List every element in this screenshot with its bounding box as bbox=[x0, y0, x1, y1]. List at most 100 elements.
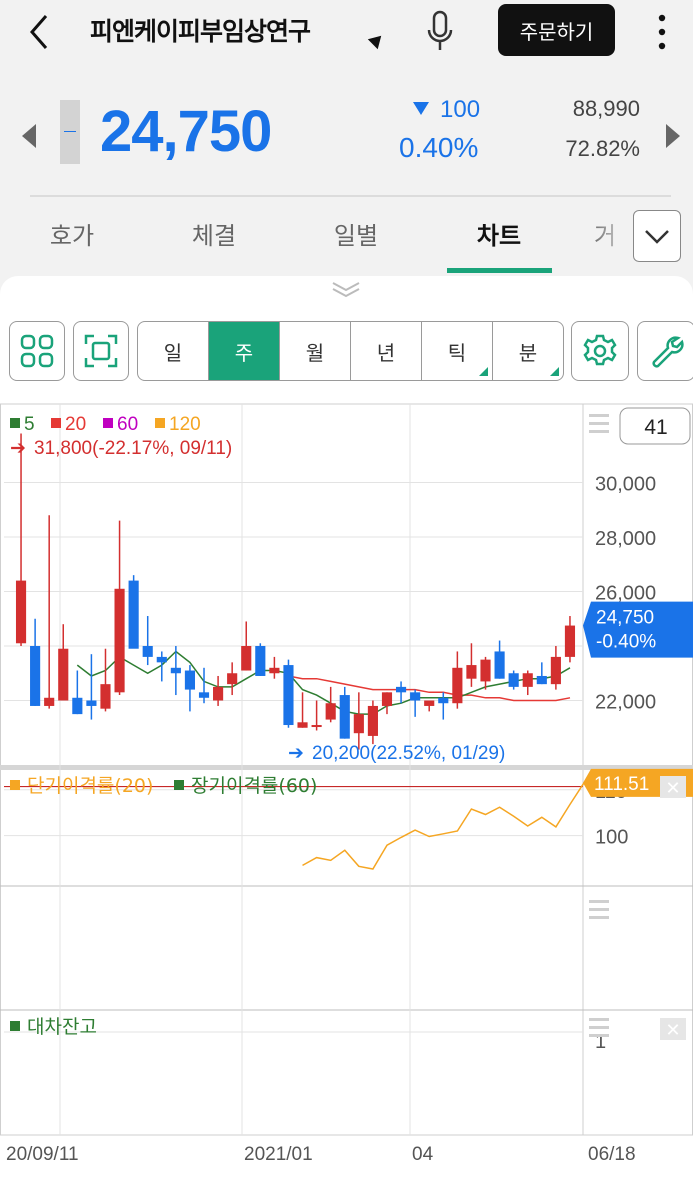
x-tick-label: 04 bbox=[412, 1144, 434, 1165]
candle-body bbox=[30, 646, 41, 706]
volume-ratio: 72.82% bbox=[565, 136, 640, 161]
divider bbox=[30, 195, 671, 197]
period-label: 틱 bbox=[447, 340, 467, 365]
period-year-button[interactable]: 년 bbox=[351, 322, 422, 380]
candle-body bbox=[44, 697, 55, 706]
period-label: 년 bbox=[376, 340, 396, 365]
candle bbox=[72, 670, 83, 715]
ma-legend-swatch bbox=[155, 418, 165, 428]
candle bbox=[466, 643, 477, 687]
period-label: 일 bbox=[163, 340, 183, 365]
candle-body bbox=[410, 692, 421, 701]
candle bbox=[58, 624, 69, 701]
down-triangle-icon bbox=[413, 102, 429, 115]
candle bbox=[452, 651, 463, 709]
price-change-pct: 0.40% bbox=[399, 132, 479, 163]
candle bbox=[198, 667, 210, 704]
prev-stock-arrow-icon[interactable] bbox=[22, 124, 36, 148]
candle-body bbox=[86, 700, 97, 706]
price-tick-label: 22,000 bbox=[595, 692, 656, 714]
candle bbox=[142, 616, 153, 666]
chart-tools-button[interactable] bbox=[637, 321, 693, 381]
price-tick-label: 30,000 bbox=[595, 474, 656, 496]
candle-body bbox=[114, 588, 125, 693]
candle bbox=[184, 665, 196, 712]
disparity-short-label: 단기이격률(20) bbox=[27, 775, 153, 797]
candle-body bbox=[325, 703, 336, 720]
candle-body bbox=[184, 670, 196, 690]
candle-body bbox=[255, 646, 266, 676]
period-selector: 일 주 월 년 틱 분 bbox=[137, 321, 564, 381]
period-label: 월 bbox=[305, 340, 325, 365]
loan-legend-label: 대차잔고 bbox=[27, 1016, 97, 1038]
candle-body bbox=[508, 673, 519, 687]
price-change: 100 bbox=[440, 96, 481, 123]
candle-body bbox=[72, 697, 83, 715]
candle bbox=[255, 643, 266, 676]
candle-body bbox=[438, 697, 449, 704]
candle bbox=[86, 654, 97, 720]
chart-settings-button[interactable] bbox=[571, 321, 629, 381]
mini-candle-icon bbox=[60, 100, 80, 164]
candle-body bbox=[452, 667, 463, 704]
microphone-icon[interactable] bbox=[425, 10, 455, 52]
candle-body bbox=[550, 656, 561, 685]
next-stock-arrow-icon[interactable] bbox=[666, 124, 680, 148]
x-tick-label: 2021/01 bbox=[244, 1144, 313, 1165]
candle-body bbox=[381, 692, 393, 706]
candle bbox=[213, 675, 224, 706]
current-price-tag bbox=[583, 601, 693, 658]
disparity-value-label: 111.51 bbox=[594, 774, 649, 795]
grid-layout-icon bbox=[20, 334, 54, 368]
fullscreen-button[interactable] bbox=[73, 321, 129, 381]
high-annotation: 31,800(-22.17%, 09/11) bbox=[34, 438, 232, 459]
volume-panel-menu-icon bbox=[589, 908, 609, 911]
candle-body bbox=[241, 646, 252, 671]
period-tick-button[interactable]: 틱 bbox=[422, 322, 493, 380]
stock-title[interactable]: 피엔케이피부임상연구 bbox=[90, 17, 311, 46]
disparity-long-swatch bbox=[174, 780, 184, 790]
tab-fade bbox=[590, 200, 634, 265]
tab-trades[interactable]: 체결 bbox=[191, 222, 237, 250]
candles bbox=[15, 433, 576, 750]
loan-panel-menu-icon bbox=[589, 1026, 609, 1029]
period-minute-button[interactable]: 분 bbox=[493, 322, 563, 380]
ma-legend-label: 60 bbox=[117, 414, 138, 435]
candle bbox=[410, 689, 421, 717]
candle bbox=[297, 692, 308, 728]
period-day-button[interactable]: 일 bbox=[138, 322, 209, 380]
layout-button[interactable] bbox=[9, 321, 65, 381]
order-button[interactable]: 주문하기 bbox=[498, 4, 615, 56]
candle-body bbox=[227, 673, 238, 685]
candle bbox=[536, 662, 547, 685]
tab-daily[interactable]: 일별 bbox=[333, 222, 379, 250]
candle bbox=[30, 618, 41, 706]
candle bbox=[128, 575, 139, 649]
candle-body bbox=[466, 665, 477, 679]
chevron-down-icon bbox=[645, 230, 669, 244]
period-month-button[interactable]: 월 bbox=[280, 322, 351, 380]
current-price: 24,750 bbox=[100, 99, 272, 164]
ma-legend-label: 5 bbox=[24, 414, 35, 435]
candle bbox=[564, 616, 576, 663]
candle-body bbox=[213, 686, 224, 701]
x-tick-label: 06/18 bbox=[588, 1144, 636, 1165]
low-annotation: 20,200(22.52%, 01/29) bbox=[312, 743, 505, 764]
price-tick-label: 26,000 bbox=[595, 583, 656, 605]
period-label: 분 bbox=[518, 340, 538, 365]
active-tab-underline bbox=[447, 268, 552, 273]
candle-body bbox=[142, 646, 153, 657]
submenu-indicator-icon bbox=[479, 367, 488, 376]
candle-body bbox=[58, 648, 69, 701]
back-arrow-icon[interactable] bbox=[26, 12, 56, 52]
tab-expand-button[interactable] bbox=[633, 210, 681, 262]
chart-overlay: 5 20 60 120 ➔ 31,800(-22.17%, 09/11) ➔ 20,200(2… bbox=[6, 407, 693, 1165]
tab-chart[interactable]: 차트 bbox=[476, 222, 522, 250]
collapse-chevron-icon[interactable] bbox=[330, 280, 362, 298]
candle-body bbox=[297, 722, 308, 728]
candle bbox=[44, 515, 55, 709]
period-week-button[interactable]: 주 bbox=[209, 322, 280, 380]
more-vert-icon[interactable] bbox=[652, 12, 672, 52]
tab-orderbook[interactable]: 호가 bbox=[49, 222, 95, 250]
